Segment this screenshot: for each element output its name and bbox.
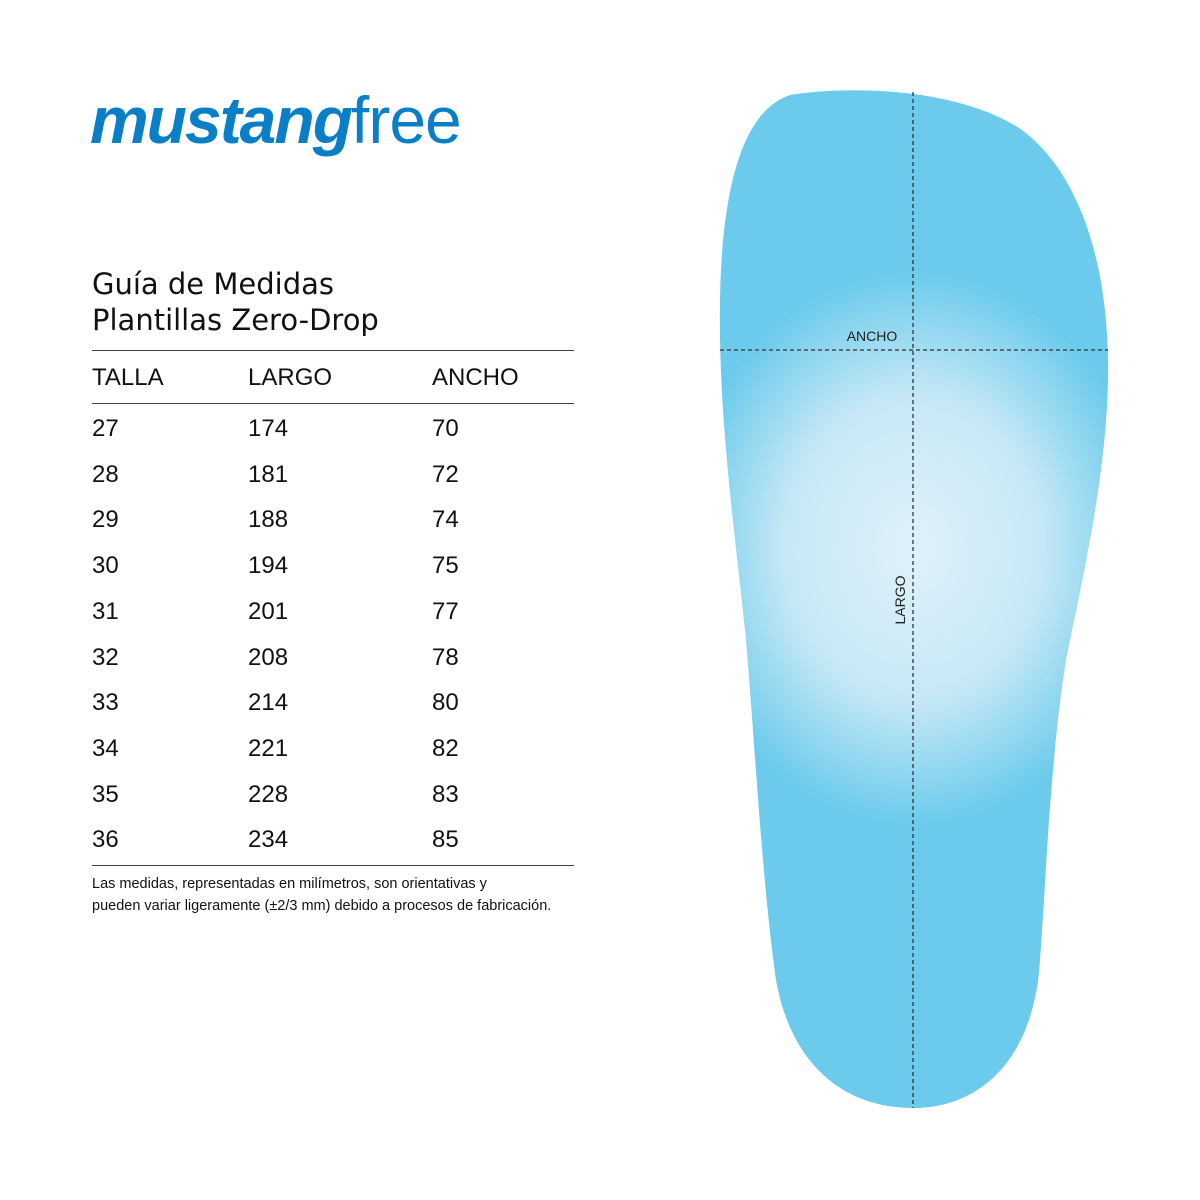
cell-ancho: 78	[432, 643, 459, 671]
table-row: 29 188 74	[92, 506, 574, 536]
cell-largo: 228	[248, 780, 289, 808]
length-label: LARGO	[892, 575, 908, 624]
cell-talla: 31	[92, 597, 119, 625]
cell-largo: 208	[248, 643, 289, 671]
cell-largo: 221	[248, 734, 289, 762]
table-header: TALLA LARGO ANCHO	[92, 364, 574, 394]
cell-ancho: 82	[432, 734, 459, 762]
cell-largo: 214	[248, 689, 289, 717]
cell-ancho: 74	[432, 506, 459, 534]
table-row: 27 174 70	[92, 415, 574, 445]
cell-largo: 188	[248, 506, 289, 534]
table-row: 36 234 85	[92, 826, 574, 856]
header-talla: TALLA	[92, 364, 164, 391]
cell-talla: 32	[92, 643, 119, 671]
cell-ancho: 85	[432, 826, 459, 854]
header-largo: LARGO	[248, 364, 333, 391]
cell-largo: 201	[248, 597, 289, 625]
divider	[92, 865, 574, 866]
divider	[92, 350, 574, 351]
title-line1: Guía de Medidas	[92, 267, 334, 301]
page-title: Guía de Medidas Plantillas Zero-Drop	[92, 266, 379, 338]
cell-ancho: 83	[432, 780, 459, 808]
cell-ancho: 77	[432, 597, 459, 625]
note-line2: pueden variar ligeramente (±2/3 mm) debi…	[92, 898, 552, 914]
width-label: ANCHO	[847, 328, 898, 344]
cell-largo: 234	[248, 826, 289, 854]
logo-light: free	[351, 83, 462, 157]
table-row: 32 208 78	[92, 644, 574, 674]
table-row: 35 228 83	[92, 781, 574, 811]
cell-largo: 174	[248, 415, 289, 442]
note-line1: Las medidas, representadas en milímetros…	[92, 876, 487, 892]
header-ancho: ANCHO	[432, 364, 519, 391]
cell-talla: 29	[92, 506, 119, 534]
logo-bold: mustang	[90, 83, 353, 157]
table-row: 28 181 72	[92, 461, 574, 491]
cell-ancho: 75	[432, 552, 459, 580]
cell-talla: 27	[92, 415, 119, 442]
title-line2: Plantillas Zero-Drop	[92, 303, 379, 337]
cell-talla: 30	[92, 552, 119, 580]
cell-talla: 28	[92, 460, 119, 488]
brand-logo: mustangfree	[90, 82, 462, 158]
cell-talla: 34	[92, 734, 119, 762]
table-row: 34 221 82	[92, 735, 574, 765]
cell-largo: 181	[248, 460, 289, 488]
cell-ancho: 80	[432, 689, 459, 717]
cell-talla: 36	[92, 826, 119, 854]
table-row: 33 214 80	[92, 689, 574, 719]
divider	[92, 403, 574, 404]
table-row: 31 201 77	[92, 598, 574, 628]
insole-shape	[719, 90, 1109, 1108]
table-row: 30 194 75	[92, 552, 574, 582]
disclaimer-note: Las medidas, representadas en milímetros…	[92, 873, 551, 917]
cell-ancho: 72	[432, 460, 459, 488]
cell-ancho: 70	[432, 415, 459, 442]
cell-largo: 194	[248, 552, 289, 580]
cell-talla: 33	[92, 689, 119, 717]
cell-talla: 35	[92, 780, 119, 808]
